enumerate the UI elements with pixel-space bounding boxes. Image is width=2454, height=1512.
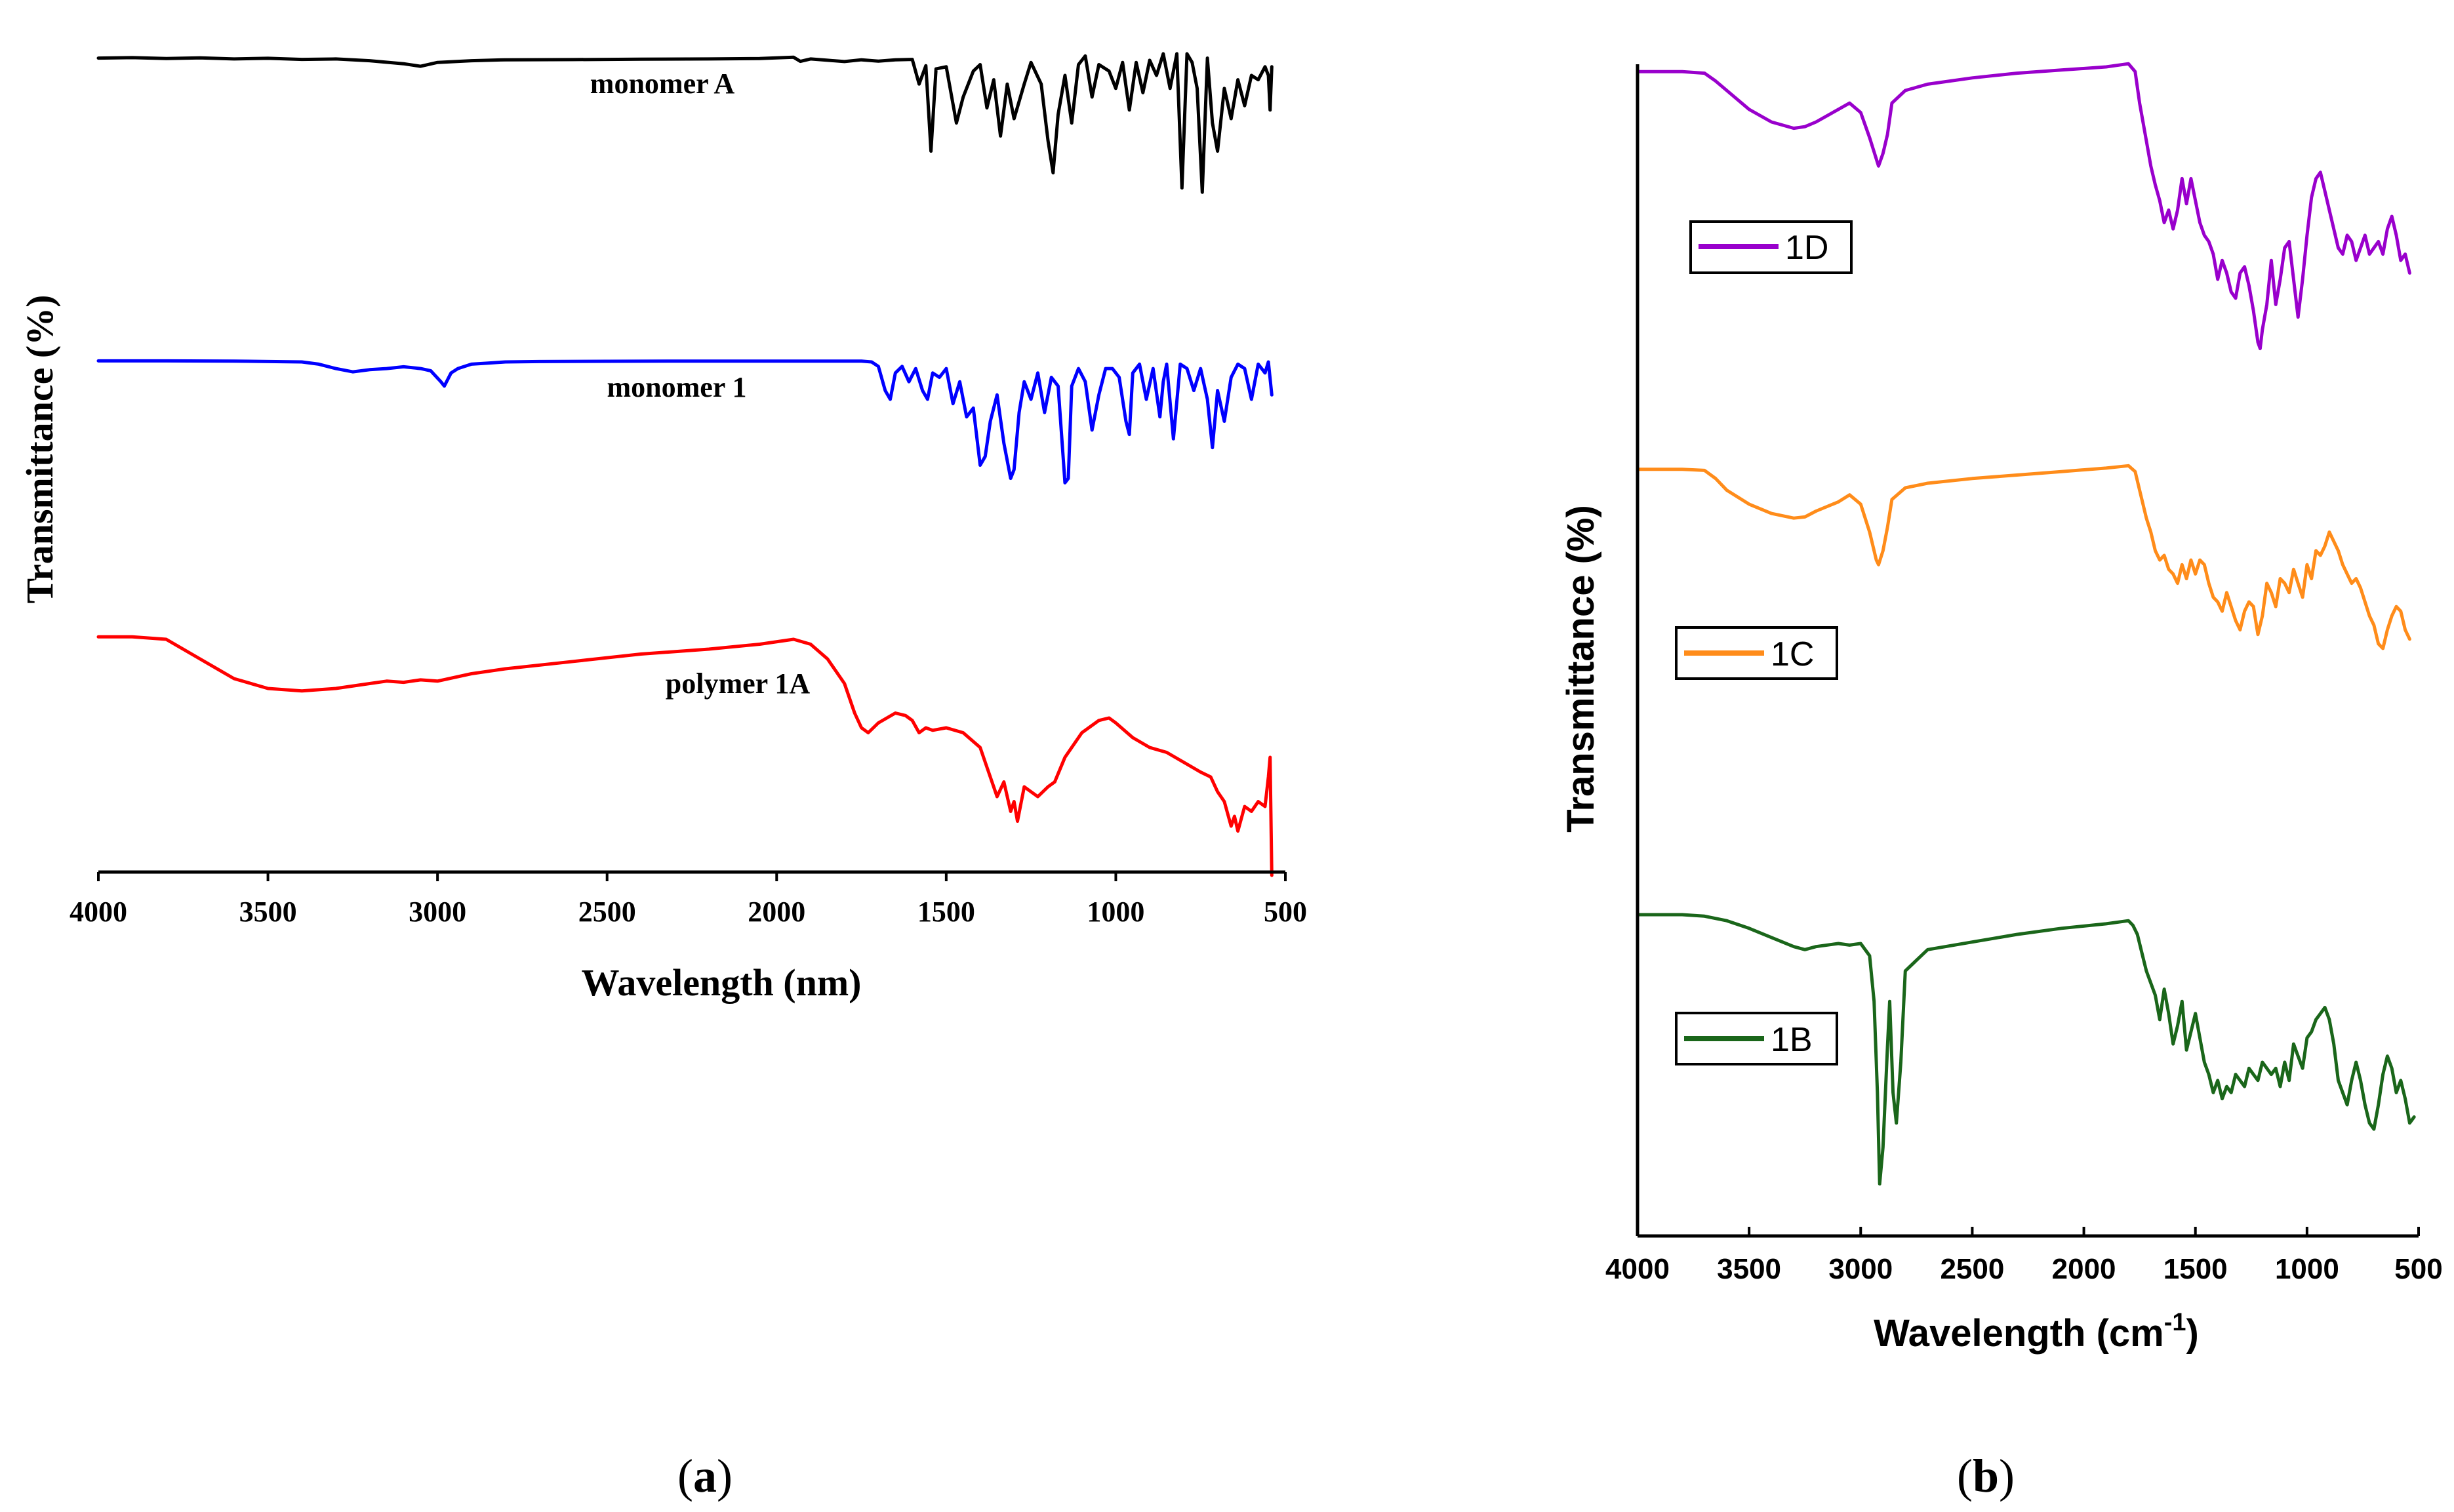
panel-b: 4000 3500 3000 2500 2000 1500 1000 500 W…	[1559, 62, 2443, 1502]
panel-a-tick-label-2000: 2000	[748, 896, 805, 928]
panel-a-tick-label-500: 500	[1264, 896, 1307, 928]
panel-b-tick-label-2500: 2500	[1940, 1253, 2004, 1285]
panel-a-caption-close: )	[717, 1450, 733, 1502]
series-line-1b	[1636, 913, 2416, 1186]
panel-b-tick-labels: 4000 3500 3000 2500 2000 1500 1000 500	[1605, 1253, 2443, 1285]
panel-b-x-axis-title: Wavelength (cm-1)	[1874, 1309, 2199, 1355]
panel-b-tick-label-3000: 3000	[1828, 1253, 1893, 1285]
panel-a-x-axis-title: Wavelength (nm)	[582, 961, 862, 1004]
series-label-monomer-a: monomer A	[590, 68, 735, 100]
panel-a-tick-label-4000: 4000	[70, 896, 127, 928]
panel-b-caption-close: )	[1999, 1450, 2015, 1502]
panel-b-caption-letter: b	[1973, 1450, 1999, 1502]
panel-b-x-ticks	[1636, 1227, 2420, 1236]
panel-a-y-axis-title: Transmittance (%)	[18, 295, 61, 604]
panel-b-y-axis-title: Transmittance (%)	[1559, 505, 1602, 833]
legend-1b: 1B	[1675, 1012, 1838, 1065]
legend-1d: 1D	[1689, 220, 1853, 274]
series-line-monomer-a	[96, 52, 1274, 194]
panel-b-x-axis-title-close: )	[2186, 1312, 2199, 1355]
panel-a-series-group	[96, 52, 1274, 877]
panel-a-tick-label-1500: 1500	[917, 896, 975, 928]
panel-a-tick-label-3000: 3000	[409, 896, 466, 928]
legend-1d-label: 1D	[1785, 229, 1828, 267]
panel-a-tick-label-2500: 2500	[578, 896, 636, 928]
series-line-polymer-1a	[96, 635, 1274, 877]
panel-a-tick-label-1000: 1000	[1087, 896, 1144, 928]
series-line-1c	[1636, 464, 2411, 650]
panel-b-tick-label-3500: 3500	[1717, 1253, 1781, 1285]
series-line-monomer-1	[96, 359, 1274, 485]
series-label-polymer-1a: polymer 1A	[666, 667, 811, 700]
panel-b-tick-label-2000: 2000	[2052, 1253, 2116, 1285]
panel-b-caption-open: (	[1957, 1450, 1973, 1502]
legend-1c: 1C	[1675, 626, 1838, 680]
panel-b-x-axis-title-main: Wavelength (cm	[1874, 1312, 2164, 1355]
panel-a: 4000 3500 3000 2500 2000 1500 1000 500 W…	[18, 52, 1307, 1502]
panel-a-tick-labels: 4000 3500 3000 2500 2000 1500 1000 500	[70, 896, 1307, 928]
legend-1b-label: 1B	[1771, 1021, 1813, 1059]
panel-a-caption-letter: a	[693, 1450, 717, 1502]
panel-b-tick-label-1500: 1500	[2163, 1253, 2228, 1285]
panel-b-tick-label-4000: 4000	[1605, 1253, 1670, 1285]
panel-a-caption-open: (	[677, 1450, 693, 1502]
panel-a-x-ticks	[97, 872, 1287, 881]
series-label-monomer-1: monomer 1	[607, 371, 746, 403]
series-line-1d	[1636, 62, 2411, 351]
panel-b-tick-label-1000: 1000	[2275, 1253, 2339, 1285]
panel-b-series-group	[1636, 62, 2416, 1186]
panel-a-caption: (a)	[677, 1450, 733, 1502]
panel-b-x-axis-title-sup: -1	[2164, 1309, 2186, 1336]
legend-1c-label: 1C	[1771, 635, 1814, 673]
panel-b-tick-label-500: 500	[2394, 1253, 2442, 1285]
panel-a-tick-label-3500: 3500	[239, 896, 297, 928]
panel-b-caption: (b)	[1957, 1450, 2015, 1502]
